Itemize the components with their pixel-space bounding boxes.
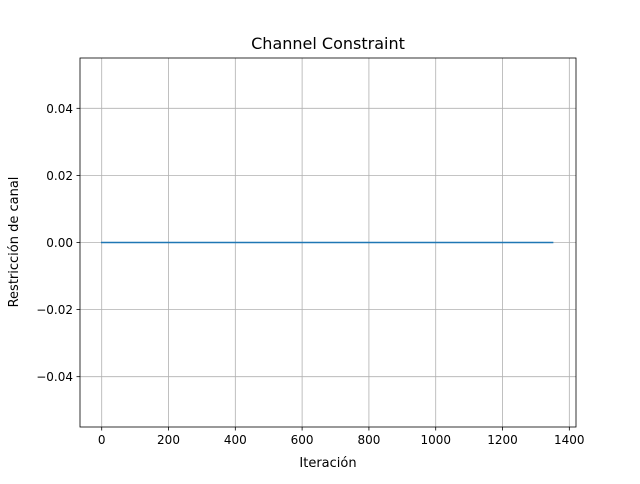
y-tick-label: 0.04 <box>46 102 73 116</box>
y-tick-label: −0.04 <box>36 370 73 384</box>
x-tick-label: 800 <box>357 433 380 447</box>
y-tick-label: 0.02 <box>46 169 73 183</box>
x-tick-label: 1200 <box>487 433 518 447</box>
y-tick-label: −0.02 <box>36 303 73 317</box>
y-axis-label: Restricción de canal <box>7 177 22 308</box>
x-tick-label: 200 <box>157 433 180 447</box>
chart-title: Channel Constraint <box>251 34 405 53</box>
x-tick-label: 1000 <box>420 433 451 447</box>
x-tick-label: 0 <box>98 433 106 447</box>
x-tick-label: 600 <box>291 433 314 447</box>
y-axis-ticks: −0.04 −0.02 0.00 0.02 0.04 <box>36 102 80 384</box>
x-tick-label: 400 <box>224 433 247 447</box>
y-tick-label: 0.00 <box>46 236 73 250</box>
x-axis-ticks: 0 200 400 600 800 1000 1200 1400 <box>98 427 585 447</box>
x-tick-label: 1400 <box>554 433 585 447</box>
x-axis-label: Iteración <box>299 456 356 471</box>
